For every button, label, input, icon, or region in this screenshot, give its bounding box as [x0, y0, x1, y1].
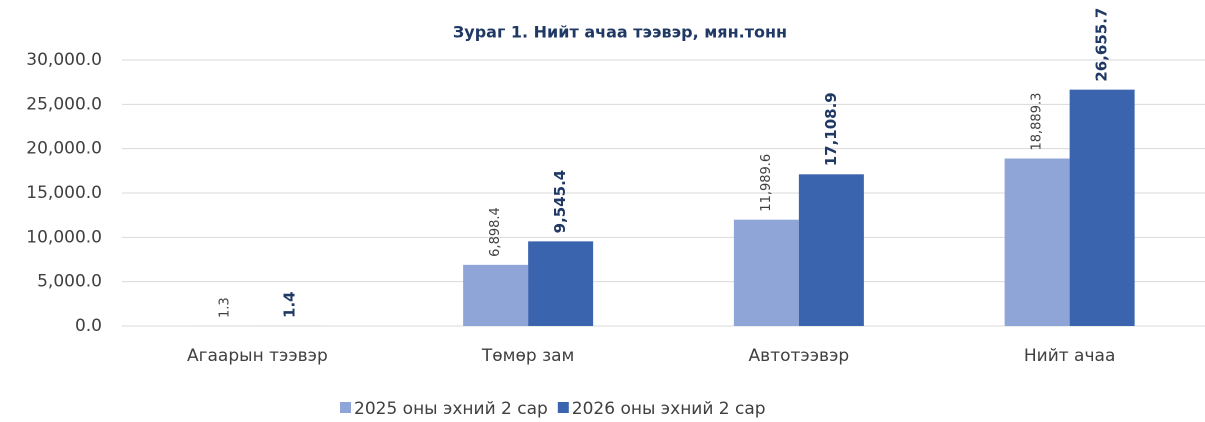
value-label: 1.3	[217, 297, 232, 318]
value-label: 17,108.9	[822, 92, 840, 166]
y-tick-label: 15,000.0	[26, 183, 102, 203]
y-tick-label: 25,000.0	[26, 94, 102, 114]
value-label: 9,545.4	[551, 170, 569, 234]
value-label: 6,898.4	[488, 207, 503, 257]
x-tick-label: Автотээвэр	[749, 346, 850, 366]
legend-swatch	[340, 402, 351, 413]
legend-swatch	[558, 402, 569, 413]
bar	[1005, 159, 1070, 326]
value-label: 1.4	[280, 291, 298, 318]
y-tick-label: 5,000.0	[37, 272, 102, 292]
legend-label: 2026 оны эхний 2 сар	[572, 399, 766, 418]
chart-title: Зураг 1. Нийт ачаа тээвэр, мян.тонн	[453, 23, 787, 42]
value-label: 11,989.6	[759, 154, 774, 212]
legend-label: 2025 оны эхний 2 сар	[354, 399, 548, 418]
bar	[1070, 90, 1135, 326]
bar	[799, 174, 864, 326]
y-tick-label: 20,000.0	[26, 139, 102, 159]
value-label: 18,889.3	[1030, 93, 1045, 151]
y-tick-label: 0.0	[75, 316, 102, 336]
x-tick-label: Төмөр зам	[481, 346, 575, 366]
x-tick-label: Нийт ачаа	[1024, 346, 1115, 366]
x-tick-label: Агаарын тээвэр	[187, 346, 328, 366]
y-tick-label: 10,000.0	[26, 227, 102, 247]
y-tick-label: 30,000.0	[26, 50, 102, 70]
value-label: 26,655.7	[1093, 8, 1111, 82]
bar	[463, 265, 528, 326]
bar	[734, 220, 799, 326]
bar	[528, 241, 593, 326]
